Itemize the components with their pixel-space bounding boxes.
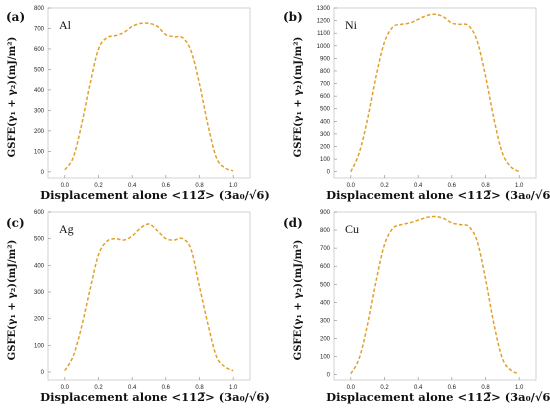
y-axis-title: GSFE(γ₁ + γ₂)(mJ/m²) [7, 240, 18, 361]
y-tick-label: 900 [320, 210, 331, 216]
element-label: Ni [345, 18, 358, 32]
y-tick-label: 300 [34, 290, 45, 296]
x-axis-title: Displacement alone <112̅> (3a₀/√6) [40, 390, 270, 404]
x-tick-label: 0.4 [128, 385, 137, 391]
y-tick-label: 300 [320, 318, 331, 324]
y-tick-label: 200 [320, 145, 331, 151]
y-tick-label: 100 [34, 149, 45, 155]
x-tick-label: 0.8 [195, 183, 204, 189]
y-tick-label: 1000 [317, 44, 331, 50]
y-tick-label: 0 [41, 170, 45, 176]
y-tick-label: 900 [320, 56, 331, 62]
y-tick-label: 200 [320, 336, 331, 342]
x-tick-label: 0.4 [414, 183, 423, 189]
y-tick-label: 600 [320, 264, 331, 270]
y-tick-label: 400 [320, 300, 331, 306]
y-tick-label: 100 [320, 355, 331, 361]
y-tick-label: 800 [320, 228, 331, 234]
x-tick-label: 0.2 [94, 385, 103, 391]
plot-frame [47, 211, 251, 381]
x-tick-label: 0.4 [128, 183, 137, 189]
y-tick-label: 800 [34, 6, 45, 12]
y-tick-label: 600 [34, 47, 45, 53]
y-tick-label: 500 [320, 107, 331, 113]
y-tick-label: 700 [320, 246, 331, 252]
x-tick-label: 1.0 [515, 183, 524, 189]
y-tick-label: 1300 [317, 6, 331, 12]
x-tick-label: 0.8 [481, 183, 490, 189]
y-tick-label: 300 [34, 108, 45, 114]
y-tick-label: 600 [320, 94, 331, 100]
x-tick-label: 0.2 [94, 183, 103, 189]
x-tick-label: 1.0 [229, 183, 238, 189]
x-axis-title: Displacement alone <112̅> (3a₀/√6) [326, 390, 550, 404]
x-tick-label: 0.8 [195, 385, 204, 391]
y-tick-label: 200 [34, 317, 45, 323]
panel-label: (a) [6, 10, 25, 24]
y-tick-label: 1200 [317, 19, 331, 25]
y-tick-label: 100 [320, 157, 331, 163]
chart-panel-ni: 0 100 200 300 400 500 600 700 800 900 1000 1100 1200… [283, 6, 550, 202]
x-tick-label: 0.6 [448, 385, 457, 391]
y-tick-label: 200 [34, 129, 45, 135]
x-tick-label: 0.8 [481, 385, 490, 391]
y-axis-title: GSFE(γ₁ + γ₂)(mJ/m²) [293, 240, 304, 361]
y-tick-label: 0 [327, 373, 331, 379]
x-tick-label: 0.6 [162, 385, 171, 391]
y-tick-label: 500 [34, 237, 45, 243]
x-tick-label: 0.6 [162, 183, 171, 189]
x-tick-label: 0.2 [380, 385, 389, 391]
gsfe-curve [350, 13, 520, 173]
y-tick-label: 400 [320, 119, 331, 125]
y-tick-label: 800 [320, 69, 331, 75]
chart-panel-cu: 0 100 200 300 400 500 600 700 800 900 0.0 0.2 0.4 0.6… [283, 210, 550, 404]
element-label: Ag [59, 222, 74, 236]
x-tick-label: 0.2 [380, 183, 389, 189]
x-tick-label: 0.4 [414, 385, 423, 391]
panel-label: (d) [283, 216, 303, 230]
x-tick-label: 0.0 [61, 183, 70, 189]
panel-label: (c) [6, 216, 25, 230]
x-axis-title: Displacement alone <112̅> (3a₀/√6) [40, 188, 270, 202]
y-tick-label: 500 [34, 67, 45, 73]
x-axis-title: Displacement alone <112̅> (3a₀/√6) [326, 188, 550, 202]
element-label: Cu [345, 222, 359, 236]
gsfe-curve [350, 215, 520, 375]
x-tick-label: 1.0 [229, 385, 238, 391]
y-axis-title: GSFE(γ₁ + γ₂)(mJ/m²) [293, 37, 304, 158]
y-tick-label: 300 [320, 132, 331, 138]
x-tick-label: 0.0 [347, 385, 356, 391]
y-tick-label: 1100 [317, 31, 331, 37]
y-tick-label: 500 [320, 282, 331, 288]
gsfe-curve [64, 22, 234, 172]
y-tick-label: 100 [34, 343, 45, 349]
gsfe-curve [64, 223, 234, 372]
y-tick-label: 600 [34, 210, 45, 216]
y-axis-title: GSFE(γ₁ + γ₂)(mJ/m²) [7, 37, 18, 158]
panel-label: (b) [283, 10, 303, 24]
chart-panel-al: 0 100 200 300 400 500 600 700 800 0.0 0.2 0.4 0.6 0.8… [6, 6, 270, 202]
y-tick-label: 400 [34, 263, 45, 269]
x-tick-label: 0.0 [61, 385, 70, 391]
x-tick-label: 1.0 [515, 385, 524, 391]
y-tick-label: 400 [34, 88, 45, 94]
plot-frame [47, 7, 251, 179]
plot-frame [333, 7, 537, 179]
chart-panel-ag: 0 100 200 300 400 500 600 0.0 0.2 0.4 0.6 0.8 1.0 (c)… [6, 210, 270, 404]
y-tick-label: 0 [327, 170, 331, 176]
element-label: Al [59, 18, 72, 32]
y-tick-label: 700 [34, 26, 45, 32]
x-tick-label: 0.6 [448, 183, 457, 189]
plot-frame [333, 211, 537, 381]
y-tick-label: 700 [320, 82, 331, 88]
x-tick-label: 0.0 [347, 183, 356, 189]
y-tick-label: 0 [41, 370, 45, 376]
